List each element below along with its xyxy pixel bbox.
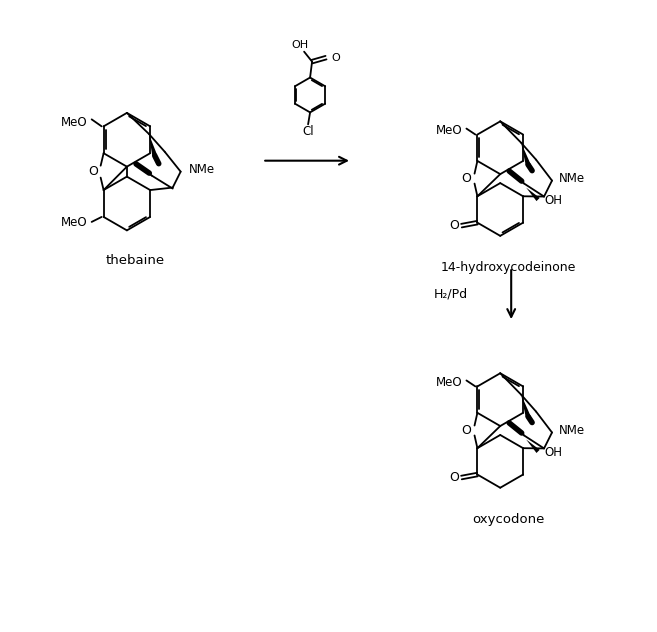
Polygon shape <box>526 439 539 453</box>
Text: H₂/Pd: H₂/Pd <box>433 288 467 301</box>
Text: Cl: Cl <box>302 125 314 138</box>
Text: NMe: NMe <box>559 172 585 185</box>
Text: OH: OH <box>544 194 562 207</box>
Text: NMe: NMe <box>189 163 215 176</box>
Text: MeO: MeO <box>61 216 87 229</box>
Text: MeO: MeO <box>61 116 87 129</box>
Text: OH: OH <box>544 446 562 459</box>
Text: O: O <box>88 165 98 178</box>
Text: oxycodone: oxycodone <box>472 513 545 526</box>
Polygon shape <box>148 134 157 156</box>
Text: NMe: NMe <box>559 424 585 437</box>
Text: thebaine: thebaine <box>105 253 164 267</box>
Text: O: O <box>449 219 459 232</box>
Text: OH: OH <box>292 40 309 50</box>
Text: O: O <box>331 52 340 63</box>
Text: 14-hydroxycodeinone: 14-hydroxycodeinone <box>441 261 576 274</box>
Polygon shape <box>526 188 539 201</box>
Text: O: O <box>462 424 472 437</box>
Text: O: O <box>462 172 472 185</box>
Text: MeO: MeO <box>436 124 463 137</box>
Text: O: O <box>449 471 459 484</box>
Polygon shape <box>521 143 530 166</box>
Polygon shape <box>521 394 530 417</box>
Text: MeO: MeO <box>436 376 463 389</box>
